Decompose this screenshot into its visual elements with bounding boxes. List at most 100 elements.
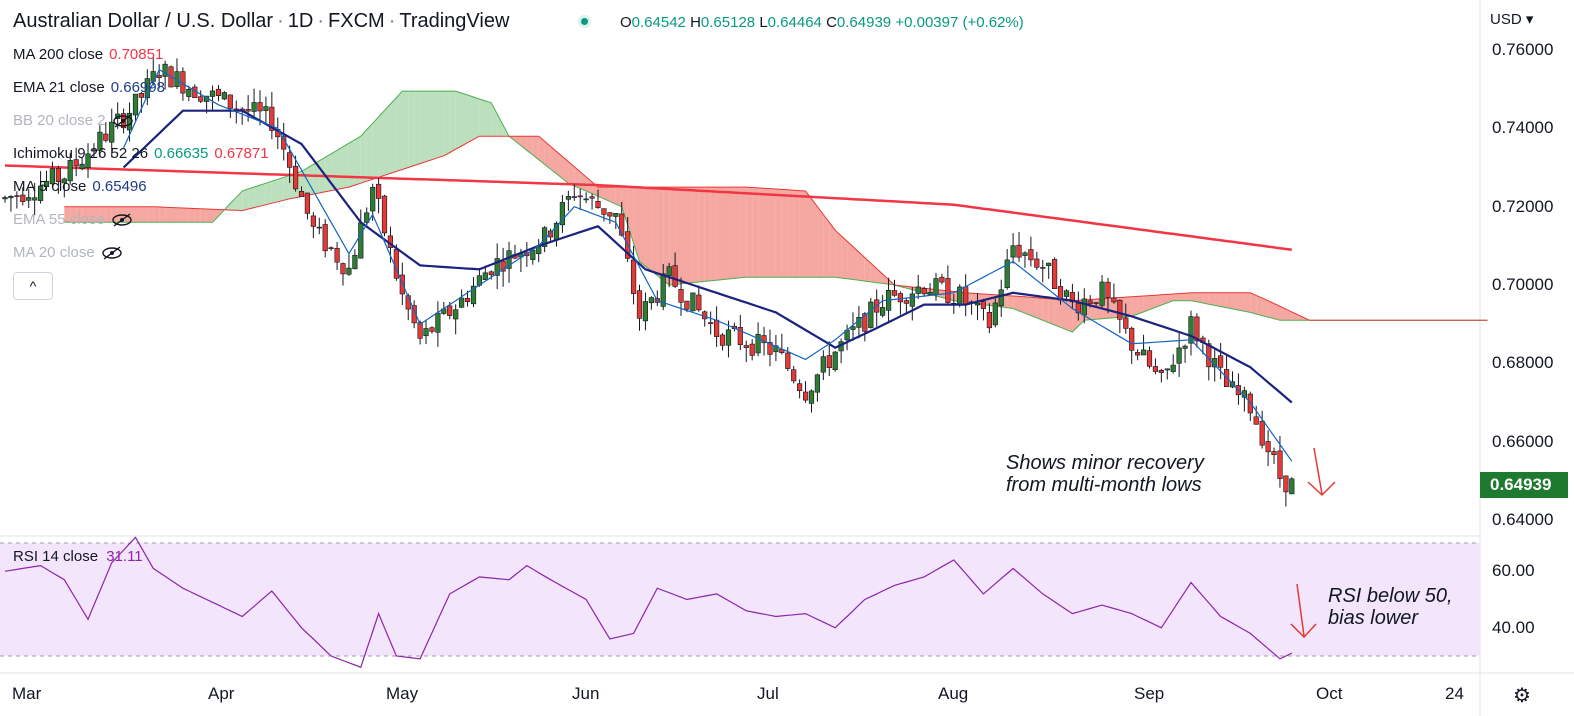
candle-up: [1289, 478, 1295, 495]
cloud-segment: [206, 209, 213, 223]
cloud-segment: [864, 257, 871, 282]
candle-up: [1010, 245, 1016, 258]
cloud-segment: [153, 206, 160, 223]
cloud-segment: [313, 160, 320, 195]
cloud-segment: [1262, 298, 1269, 318]
interval[interactable]: 1D: [287, 10, 314, 32]
cloud-segment: [698, 187, 705, 282]
cloud-segment: [254, 185, 260, 208]
cloud-segment: [1285, 309, 1292, 321]
candle-up: [808, 390, 815, 404]
last-price-tag-bg: [1480, 472, 1568, 498]
cloud-segment: [704, 187, 711, 282]
candle-up: [690, 292, 696, 312]
candle-up: [927, 291, 933, 295]
time-tick-label: Jun: [572, 684, 600, 703]
candle-down: [245, 109, 251, 112]
legend-value: 0.65496: [92, 178, 147, 195]
candle-up: [1099, 281, 1105, 306]
cloud-segment: [1066, 300, 1073, 332]
cloud-segment: [734, 187, 741, 279]
candle-down: [1283, 475, 1289, 493]
cloud-segment: [823, 214, 830, 278]
close-value: 0.64939: [836, 14, 892, 31]
candle-up: [832, 351, 838, 371]
candle-down: [1271, 451, 1277, 456]
time-tick-label: Oct: [1316, 684, 1343, 703]
cloud-segment: [1232, 292, 1239, 311]
hidden-eye-icon[interactable]: [111, 213, 133, 227]
candle-down: [1129, 327, 1135, 351]
hidden-eye-icon[interactable]: [112, 114, 134, 128]
legend-ema21[interactable]: EMA 21 close 0.66998: [13, 77, 165, 99]
legend-ema55[interactable]: EMA 55 close: [13, 209, 133, 231]
candle-down: [310, 215, 317, 227]
change-pct: (+0.62%): [962, 14, 1024, 31]
settings-gear-icon[interactable]: ⚙: [1513, 685, 1531, 707]
candle-down: [375, 183, 382, 199]
candle-down: [921, 288, 927, 295]
candle-down: [891, 290, 898, 296]
candle-up: [109, 121, 115, 143]
cloud-segment: [710, 187, 717, 281]
cloud-segment: [1220, 292, 1227, 308]
legend-ichimoku[interactable]: Ichimoku 9 26 52 26 0.66635 0.67871: [13, 143, 269, 165]
candle-up: [1022, 252, 1028, 256]
candle-up: [868, 301, 874, 328]
cloud-segment: [603, 187, 610, 202]
candle-up: [725, 329, 732, 346]
candle-up: [1063, 290, 1070, 297]
candle-down: [292, 165, 299, 190]
separator: ·: [388, 10, 396, 32]
legend-value: 0.67871: [214, 145, 269, 162]
candle-down: [1206, 343, 1212, 368]
cloud-segment: [1268, 300, 1274, 319]
cloud-segment: [1019, 296, 1025, 314]
legend-ma200[interactable]: MA 200 close 0.70851: [13, 44, 163, 66]
cloud-segment: [1054, 299, 1061, 328]
cloud-segment: [467, 95, 474, 143]
cloud-segment: [390, 97, 397, 174]
candle-up: [642, 301, 648, 322]
cloud-segment: [544, 141, 551, 170]
cloud-segment: [1244, 292, 1251, 313]
candle-up: [132, 93, 139, 116]
cloud-segment: [426, 91, 432, 162]
candle-down: [1117, 299, 1123, 320]
candle-down: [743, 345, 749, 349]
ema21-path: [122, 109, 1293, 404]
cloud-segment: [609, 187, 616, 205]
cloud-segment: [633, 187, 640, 262]
hidden-eye-icon[interactable]: [101, 246, 123, 260]
symbol-name[interactable]: Australian Dollar / U.S. Dollar: [13, 10, 274, 32]
time-tick-label: Apr: [208, 684, 235, 703]
time-tick-label: Mar: [12, 684, 42, 703]
currency-selector[interactable]: USD ▾: [1490, 10, 1533, 28]
rsi-annotation: RSI below 50, bias lower: [1328, 585, 1453, 629]
candle-down: [986, 311, 992, 329]
candle-up: [974, 302, 981, 306]
market-status-icon[interactable]: [578, 15, 591, 28]
cloud-segment: [1155, 294, 1162, 308]
candle-down: [1253, 416, 1259, 425]
cloud-segment: [473, 97, 480, 140]
cloud-segment: [171, 207, 177, 223]
candle-up: [482, 272, 488, 280]
collapse-legend-button[interactable]: ^: [13, 272, 53, 300]
cloud-segment: [366, 123, 373, 182]
cloud-segment: [331, 150, 338, 191]
legend-bb[interactable]: BB 20 close 2: [13, 110, 134, 132]
candle-up: [850, 326, 856, 330]
candle-down: [55, 168, 61, 183]
legend-ma5[interactable]: MA 5 close 0.65496: [13, 176, 147, 198]
legend-rsi[interactable]: RSI 14 close 31.11: [13, 548, 143, 565]
candle-down: [571, 196, 577, 198]
cloud-segment: [135, 206, 142, 223]
cloud-segment: [105, 206, 112, 223]
legend-ma20[interactable]: MA 20 close: [13, 242, 123, 264]
cloud-segment: [870, 263, 877, 283]
ema21-line: [122, 109, 1293, 404]
candle-down: [227, 94, 233, 109]
cloud-segment: [847, 241, 853, 280]
